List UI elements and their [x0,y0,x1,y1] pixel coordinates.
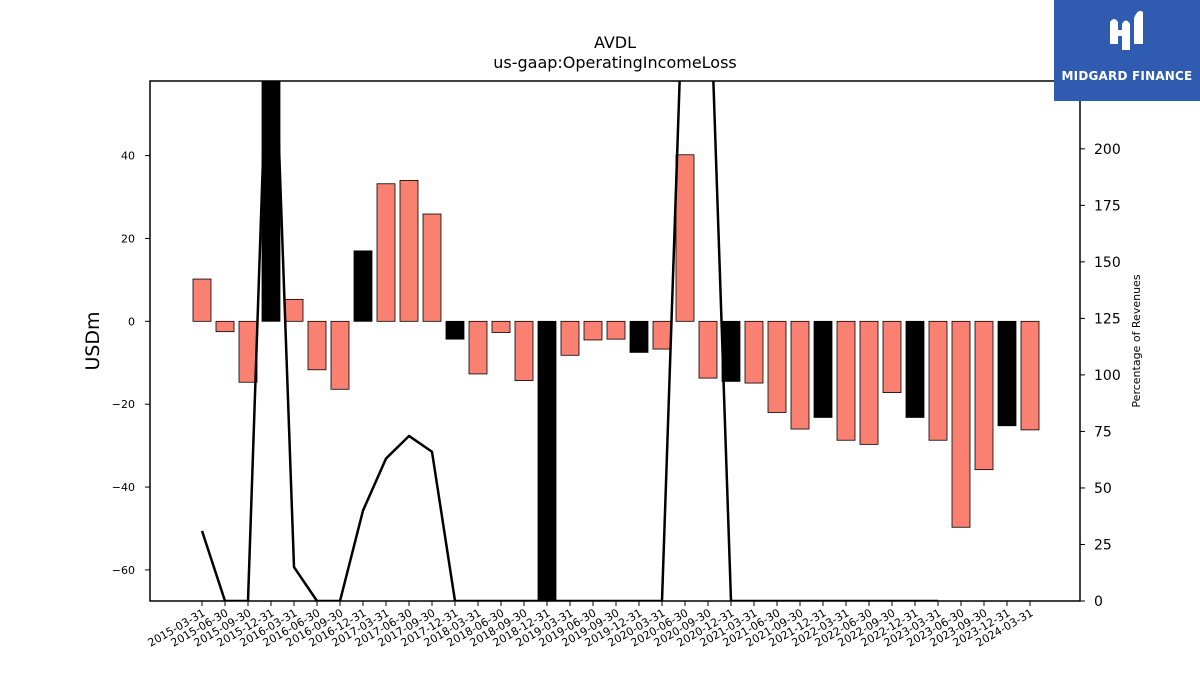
bar-2020-06-30 [675,154,695,322]
y-axis-label: USDm [82,311,104,370]
bar-2019-12-31 [629,320,649,353]
y-tick-label: −60 [112,564,135,577]
bar-2021-03-31 [744,320,764,384]
bar-2019-06-30 [583,320,603,341]
bar-2018-12-31 [537,320,557,601]
bar-2022-06-30 [859,320,879,445]
bar-2020-09-30 [698,320,718,379]
line-group [200,81,938,601]
bar-2018-03-31 [468,320,488,375]
y2-tick-label: 0 [1094,594,1103,610]
bar-2019-09-30 [606,320,626,340]
bar-2015-03-31 [192,278,212,322]
bar-2018-06-30 [491,320,511,333]
y-tick-label: 0 [128,315,135,328]
bar-2023-06-30 [951,320,971,528]
bar-2015-06-30 [215,320,235,333]
y-tick-label: −20 [112,398,135,411]
bar-2022-03-31 [836,320,856,441]
revenue-pct-line [200,81,938,601]
bar-2017-03-31 [376,183,396,322]
bar-2017-06-30 [399,180,419,322]
midgard-logo-icon [1110,10,1143,50]
bar-2016-03-31 [284,298,304,322]
plot-frame [149,80,1081,602]
bar-2024-03-31 [1020,320,1040,431]
bar-2021-12-31 [813,320,833,418]
bar-2022-09-30 [882,320,902,393]
bar-2020-03-31 [652,320,672,350]
y2-tick-label: 25 [1094,537,1112,553]
bar-2016-09-30 [330,320,350,390]
bars-group [192,81,1040,601]
bar-2023-03-31 [928,320,948,441]
x-axis-ticks: 2015-03-312015-06-302015-09-302015-12-31… [146,601,1036,650]
bar-2019-03-31 [560,320,580,356]
chart-title: AVDL [594,33,636,52]
brand-logo: MIDGARD FINANCE [1054,0,1200,101]
bar-2021-06-30 [767,320,787,413]
y2-tick-label: 100 [1094,368,1121,384]
y2-axis-label: Percentage of Revenues [1130,274,1143,407]
bar-2020-12-31 [721,320,741,382]
chart-subtitle: us-gaap:OperatingIncomeLoss [493,53,737,72]
y-axis-ticks: 40 20 0 −20 −40 −60 [112,150,150,577]
bar-2022-12-31 [905,320,925,418]
bar-2015-09-30 [238,320,258,383]
y2-tick-label: 175 [1094,198,1121,214]
bar-2016-12-31 [353,250,373,322]
y2-tick-label: 75 [1094,424,1112,440]
y2-tick-label: 125 [1094,311,1121,327]
bar-2023-09-30 [974,320,994,471]
y-tick-label: 40 [121,150,135,163]
y2-tick-label: 50 [1094,481,1112,497]
bar-2023-12-31 [997,320,1017,427]
bar-2018-09-30 [514,320,534,381]
bar-2017-12-31 [445,320,465,340]
y2-axis-ticks: 0 25 50 75 100 125 150 175 200 [1080,142,1121,610]
bar-2021-09-30 [790,320,810,430]
y2-tick-label: 150 [1094,255,1121,271]
y-tick-label: 20 [121,232,135,245]
bar-2017-09-30 [422,213,442,322]
bar-2016-06-30 [307,320,327,371]
brand-name: MIDGARD FINANCE [1061,69,1193,83]
y-tick-label: −40 [112,481,135,494]
y2-tick-label: 200 [1094,142,1121,158]
